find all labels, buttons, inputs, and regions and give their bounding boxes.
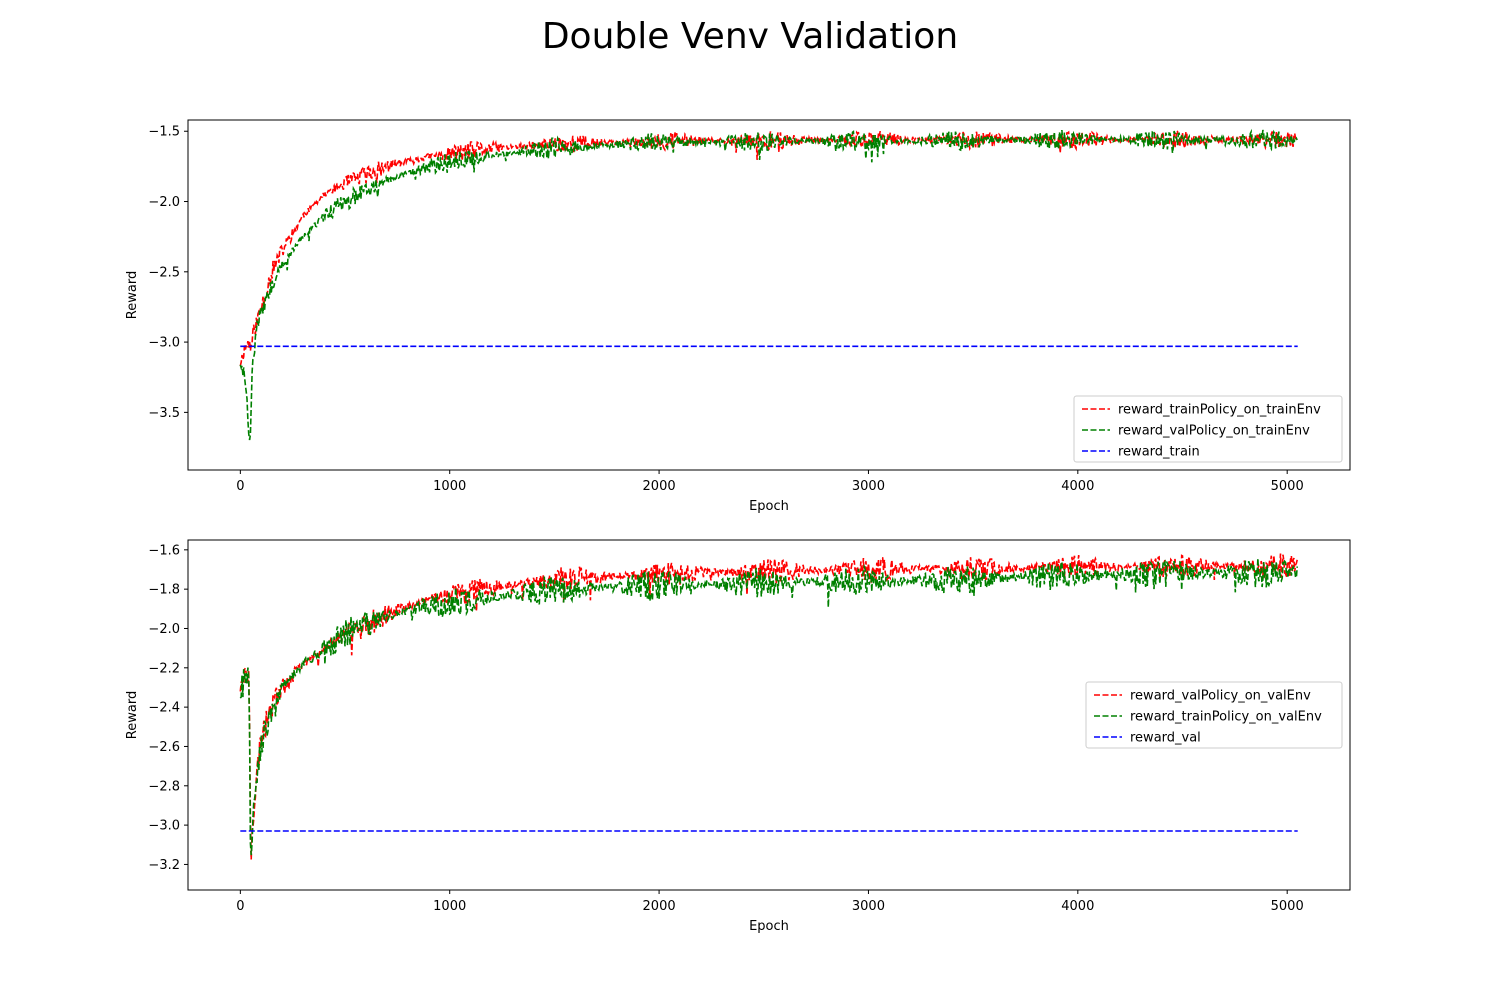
x-axis-label: Epoch (749, 499, 789, 514)
y-tick-label: −2.2 (148, 661, 180, 676)
y-tick-label: −3.0 (148, 819, 180, 834)
y-axis-label: Reward (125, 271, 140, 319)
y-tick-label: −2.8 (148, 779, 180, 794)
subplot-top: 0 1000 2000 3000 4000 5000 −3.5 −3.0 −2.5 −2.0 −1.… (125, 119, 1351, 514)
legend-entry-reward_val: reward_val (1130, 731, 1201, 746)
legend-entry-reward_train: reward_train (1118, 445, 1200, 460)
legend-frame (1073, 395, 1343, 463)
legend-entry-reward_valPolicy_on_trainEnv: reward_valPolicy_on_trainEnv (1118, 424, 1310, 439)
x-tick-label: 1000 (433, 899, 466, 914)
axes-frame (187, 539, 1351, 891)
y-axis-label: Reward (125, 691, 140, 739)
legend-entry-reward_trainPolicy_on_trainEnv: reward_trainPolicy_on_trainEnv (1118, 403, 1321, 418)
x-tick-label: 4000 (1061, 899, 1094, 914)
legend-entry-reward_valPolicy_on_valEnv: reward_valPolicy_on_valEnv (1130, 689, 1311, 704)
legend: reward_valPolicy_on_valEnv reward_trainPo… (1085, 681, 1343, 749)
x-tick-label: 4000 (1061, 479, 1094, 494)
x-tick-label: 3000 (852, 899, 885, 914)
axes-frame (187, 119, 1351, 471)
y-tick-label: −1.8 (148, 583, 180, 598)
x-tick-label: 1000 (433, 479, 466, 494)
subplot-bottom: 0 1000 2000 3000 4000 5000 −3.2 −3.0 −2.8 −2.6 −2.… (125, 539, 1351, 934)
y-tick-label: −2.4 (148, 701, 180, 716)
y-tick-label: −1.5 (148, 125, 180, 140)
y-tick-label: −2.0 (148, 195, 180, 210)
series-group (239, 553, 1298, 860)
x-tick-label: 5000 (1271, 479, 1304, 494)
legend: reward_trainPolicy_on_trainEnv reward_val… (1073, 395, 1343, 463)
x-tick-label: 2000 (643, 899, 676, 914)
y-tick-label: −2.6 (148, 740, 180, 755)
x-axis-label: Epoch (749, 919, 789, 934)
y-tick-label: −1.6 (148, 543, 180, 558)
series-line-reward_valPolicy_on_trainEnv (239, 128, 1298, 441)
x-tick-label: 5000 (1271, 899, 1304, 914)
y-tick-label: −2.5 (148, 265, 180, 280)
x-tick-label: 3000 (852, 479, 885, 494)
x-tick-label: 0 (236, 479, 244, 494)
y-tick-label: −3.0 (148, 336, 180, 351)
legend-frame (1085, 681, 1343, 749)
figure-title: Double Venv Validation (542, 16, 958, 57)
series-group (239, 128, 1298, 441)
y-tick-label: −2.0 (148, 622, 180, 637)
y-tick-label: −3.2 (148, 858, 180, 873)
x-tick-label: 0 (236, 899, 244, 914)
x-tick-label: 2000 (643, 479, 676, 494)
legend-entry-reward_trainPolicy_on_valEnv: reward_trainPolicy_on_valEnv (1130, 710, 1322, 725)
y-tick-label: −3.5 (148, 406, 180, 421)
series-line-reward_trainPolicy_on_valEnv (239, 558, 1298, 856)
